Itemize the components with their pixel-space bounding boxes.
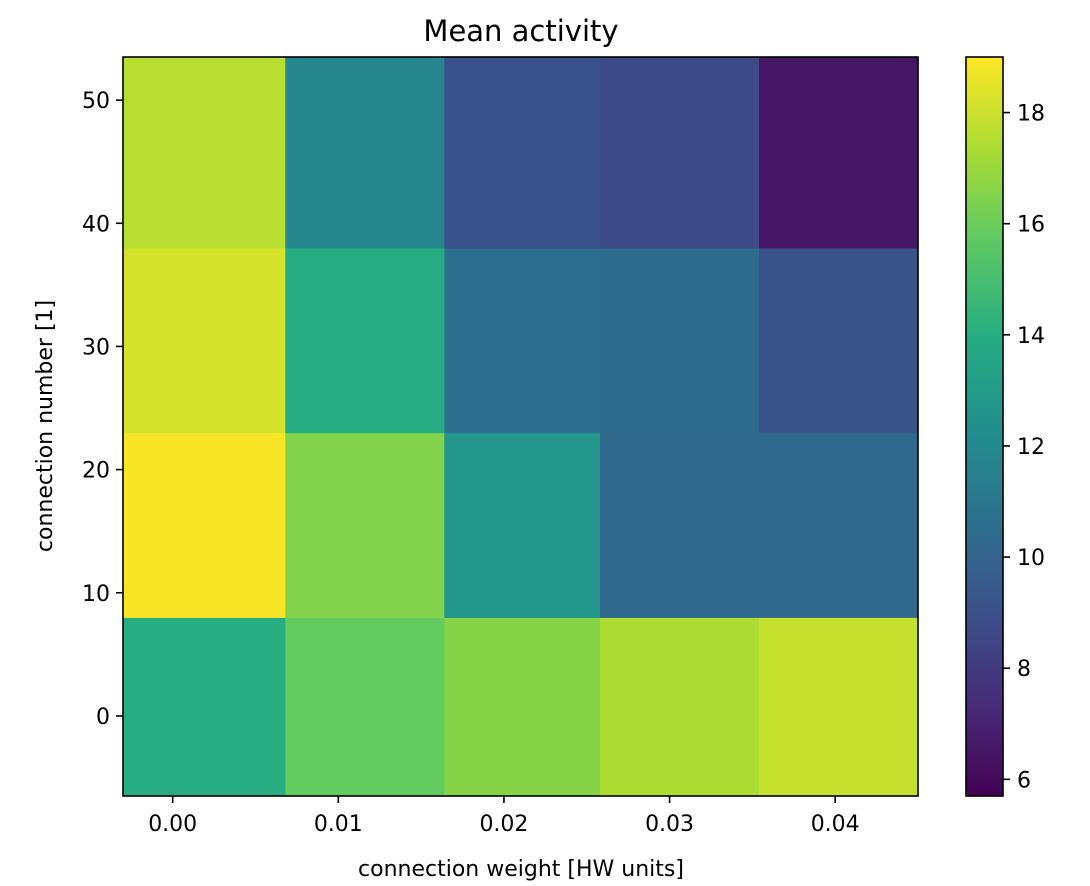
heatmap-cell (444, 247, 601, 434)
heatmap-cell (759, 57, 919, 249)
heatmap-cell (285, 432, 445, 618)
y-tick-label: 40 (82, 212, 110, 237)
x-tick-label: 0.04 (811, 812, 860, 837)
x-axis: 0.00 0.01 0.02 0.03 0.04 (148, 796, 860, 837)
heatmap-cell (123, 617, 286, 797)
colorbar-tick-label: 12 (1017, 435, 1045, 460)
colorbar-tick-label: 6 (1017, 768, 1031, 793)
y-tick-label: 50 (82, 89, 110, 114)
heatmap-cell (444, 432, 601, 618)
heatmap-cell (444, 617, 601, 797)
heatmap-cell (600, 247, 760, 434)
heatmap-cell (285, 57, 445, 249)
x-tick-label: 0.03 (645, 812, 694, 837)
colorbar-tick-label: 10 (1017, 546, 1045, 571)
colorbar-tick-label: 14 (1017, 324, 1045, 349)
heatmap-cell (600, 57, 760, 249)
heatmap-cell (600, 432, 760, 618)
heatmap-cell (285, 247, 445, 434)
y-tick-label: 10 (82, 582, 110, 607)
chart-title: Mean activity (423, 14, 618, 48)
y-tick-label: 0 (96, 705, 110, 730)
x-axis-label: connection weight [HW units] (358, 857, 684, 882)
colorbar (965, 56, 1004, 797)
y-tick-label: 30 (82, 335, 110, 360)
colorbar-tick-label: 8 (1017, 657, 1031, 682)
x-tick-label: 0.00 (148, 812, 197, 837)
heatmap-cell (285, 617, 445, 797)
heatmap-cell (759, 247, 919, 434)
colorbar-tick-label: 16 (1017, 213, 1045, 238)
heatmap-cell (123, 432, 286, 618)
y-axis-label: connection number [1] (33, 300, 58, 552)
x-tick-label: 0.01 (314, 812, 363, 837)
plot-frame (122, 56, 919, 797)
heatmap-cell (123, 247, 286, 434)
y-tick-label: 20 (82, 459, 110, 484)
heatmap-cell (759, 617, 919, 797)
colorbar-tick-label: 18 (1017, 102, 1045, 127)
colorbar-axis: 6 8 10 12 14 16 18 (1003, 102, 1045, 793)
x-tick-label: 0.02 (479, 812, 528, 837)
heatmap-cell (759, 432, 919, 618)
y-axis: 0 10 20 30 40 50 (82, 89, 123, 730)
heatmap-cell (444, 57, 601, 249)
heatmap-cell (600, 617, 760, 797)
heatmap-cell (123, 57, 286, 249)
heatmap-cells (123, 57, 919, 797)
